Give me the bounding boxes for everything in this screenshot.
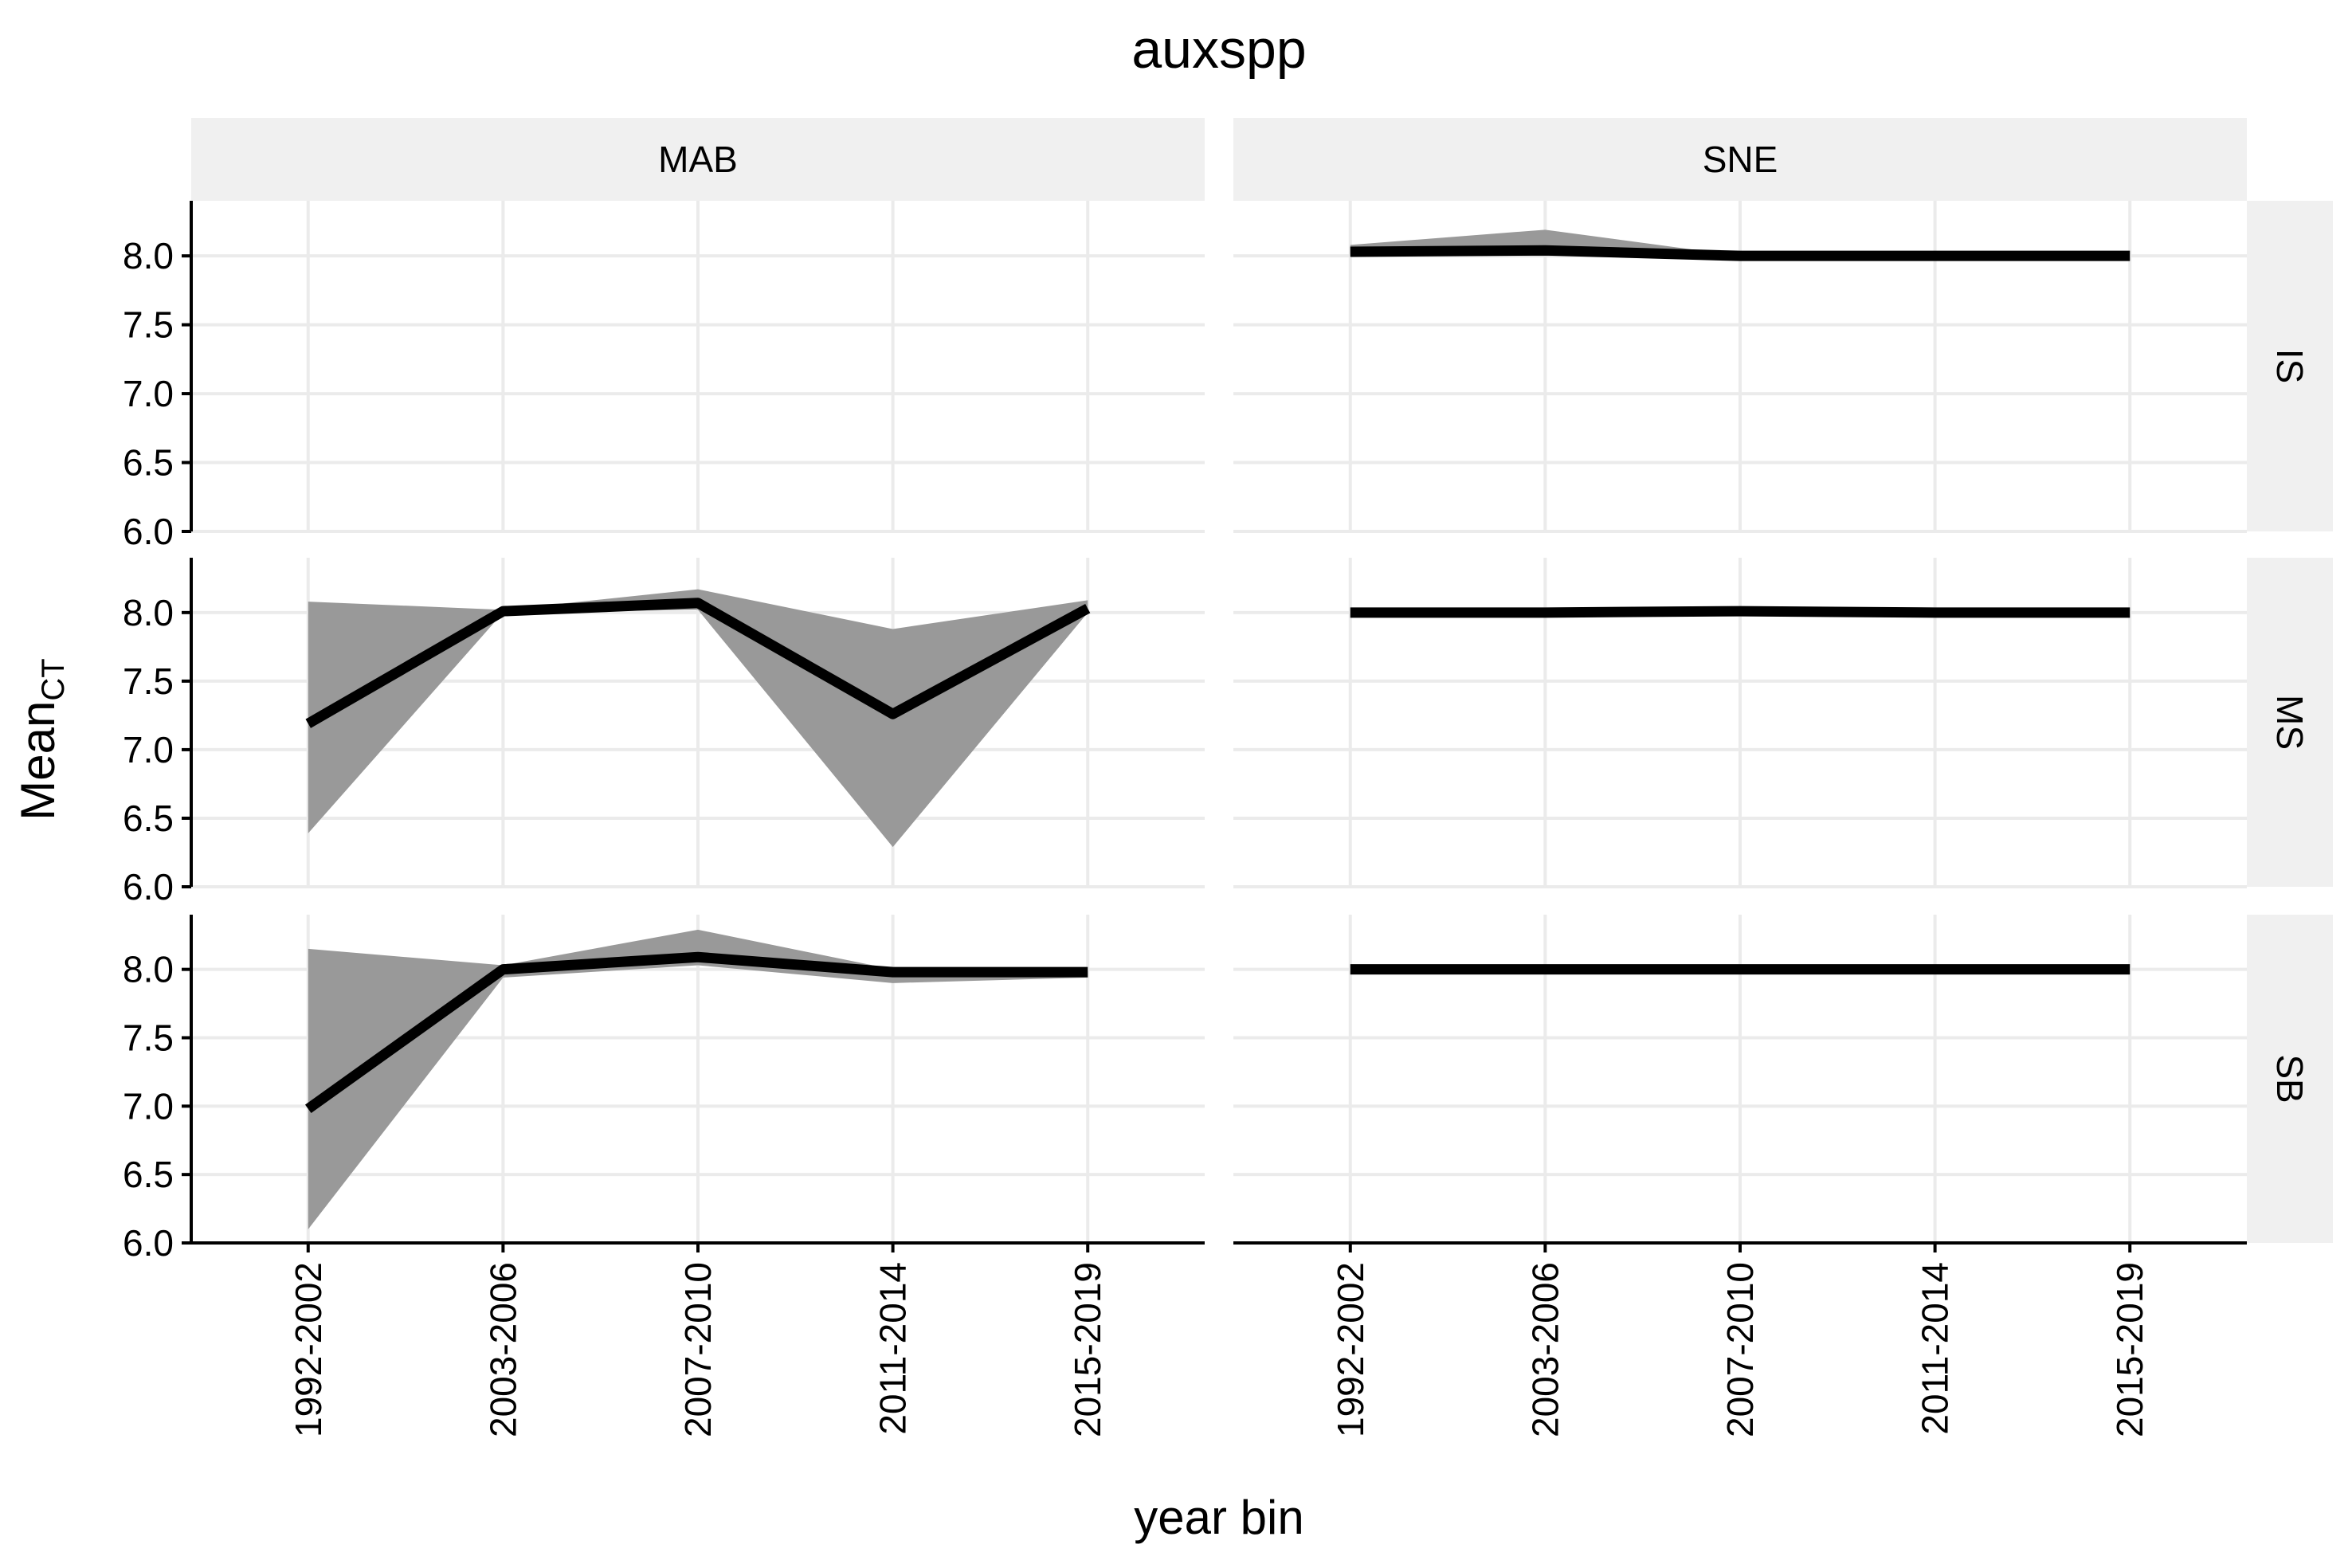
plot-area: MAB SNE IS MS SB 6.0 6.5 7.0 7.5 8.0 6.0 6.5 7.0 7.5 8…	[123, 118, 2333, 1437]
y-tick-label: 6.5	[123, 442, 174, 484]
y-axis-title: MeanCT	[11, 658, 71, 820]
mean-line-sne-ms	[1350, 606, 2131, 618]
x-axis-title: year bin	[1134, 1491, 1303, 1544]
y-axis-title-main: Mean	[11, 701, 65, 821]
x-tick-label: 1992-2002	[1330, 1262, 1371, 1437]
y-tick-label: 6.0	[123, 1222, 174, 1264]
y-tick-label: 7.0	[123, 373, 174, 414]
y-tick-label: 7.0	[123, 1085, 174, 1127]
ribbon-mab-ms	[308, 589, 1088, 848]
ribbon-mab-sb	[308, 929, 1088, 1229]
panel-sne-sb	[1233, 915, 2247, 1245]
facet-row-label-sb: SB	[2269, 1054, 2311, 1103]
facet-strip-mab	[191, 118, 1205, 201]
mean-line-mab-sb	[304, 951, 1088, 1114]
mean-line-sne-is	[1350, 245, 2131, 261]
y-tick-label: 6.0	[123, 866, 174, 907]
x-tick-label: 2015-2019	[2109, 1262, 2150, 1437]
x-tick-label: 2011-2014	[1915, 1262, 1956, 1435]
x-tick-label: 2003-2006	[482, 1262, 523, 1437]
mean-line-mab-ms	[305, 598, 1091, 728]
chart-title: auxspp	[1131, 19, 1306, 80]
y-tick-label: 7.5	[123, 661, 174, 702]
facet-row-strip-sb	[2247, 915, 2333, 1243]
x-tick-label: 2015-2019	[1067, 1262, 1108, 1437]
x-tick-label: 2007-2010	[677, 1262, 719, 1437]
facet-strip-label-mab: MAB	[658, 139, 738, 180]
facet-strip-sne	[1233, 118, 2247, 201]
y-tick-label: 6.5	[123, 1154, 174, 1195]
y-tick-label: 8.0	[123, 949, 174, 990]
y-axis-title-subscript: CT	[36, 658, 71, 700]
facet-strip-label-sne: SNE	[1703, 139, 1778, 180]
y-tick-label: 7.5	[123, 1017, 174, 1059]
y-tick-label: 6.5	[123, 798, 174, 839]
x-tick-label: 1992-2002	[288, 1262, 329, 1437]
facet-row-strip-ms	[2247, 558, 2333, 887]
y-tick-label: 8.0	[123, 235, 174, 276]
facet-row-strip-is	[2247, 201, 2333, 531]
facet-row-label-is: IS	[2269, 349, 2311, 383]
y-tick-label: 7.0	[123, 729, 174, 770]
panel-mab-is	[191, 201, 1205, 533]
x-tick-label: 2007-2010	[1719, 1262, 1761, 1437]
y-tick-label: 7.5	[123, 304, 174, 346]
x-tick-label: 2011-2014	[872, 1262, 914, 1435]
x-tick-label: 2003-2006	[1524, 1262, 1566, 1437]
y-tick-label: 6.0	[123, 511, 174, 552]
y-tick-label: 8.0	[123, 592, 174, 633]
facet-row-label-ms: MS	[2269, 695, 2311, 750]
